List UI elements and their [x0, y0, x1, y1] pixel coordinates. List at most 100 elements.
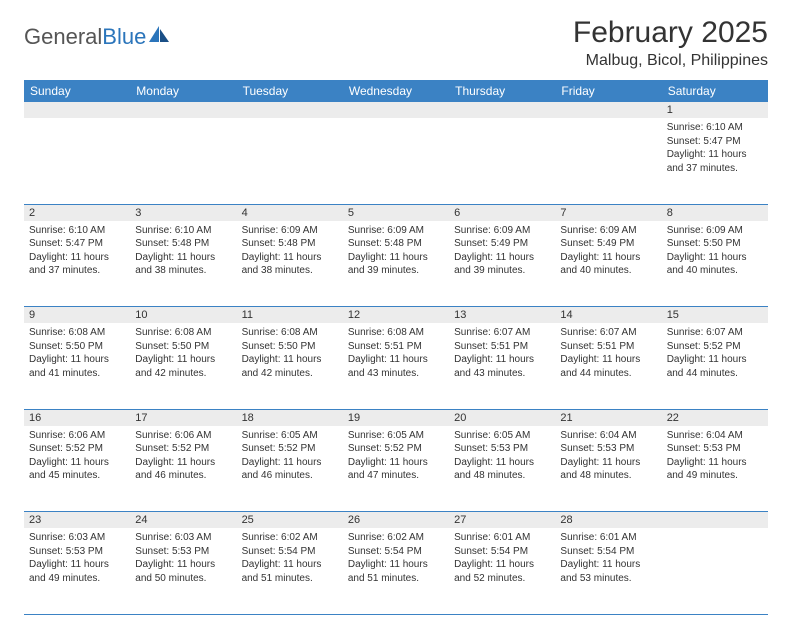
day-sunrise-text: Sunrise: 6:06 AM [29, 429, 125, 443]
day-cell: Sunrise: 6:09 AMSunset: 5:48 PMDaylight:… [343, 221, 449, 307]
day-number-row: 2345678 [24, 204, 768, 221]
day-cell: Sunrise: 6:09 AMSunset: 5:48 PMDaylight:… [237, 221, 343, 307]
day-number-cell [130, 102, 236, 118]
day-day1-text: Daylight: 11 hours [667, 251, 763, 265]
day-content-row: Sunrise: 6:06 AMSunset: 5:52 PMDaylight:… [24, 426, 768, 512]
day-day2-text: and 39 minutes. [348, 264, 444, 278]
day-cell: Sunrise: 6:10 AMSunset: 5:47 PMDaylight:… [24, 221, 130, 307]
day-sunrise-text: Sunrise: 6:08 AM [348, 326, 444, 340]
day-sunrise-text: Sunrise: 6:09 AM [348, 224, 444, 238]
day-sunrise-text: Sunrise: 6:02 AM [348, 531, 444, 545]
day-cell: Sunrise: 6:09 AMSunset: 5:50 PMDaylight:… [662, 221, 768, 307]
day-sunset-text: Sunset: 5:47 PM [667, 135, 763, 149]
day-number-cell: 26 [343, 512, 449, 529]
day-cell: Sunrise: 6:09 AMSunset: 5:49 PMDaylight:… [449, 221, 555, 307]
day-sunset-text: Sunset: 5:52 PM [667, 340, 763, 354]
day-number-cell: 6 [449, 204, 555, 221]
day-day2-text: and 42 minutes. [242, 367, 338, 381]
day-number-cell: 4 [237, 204, 343, 221]
day-header: Friday [555, 80, 661, 102]
day-cell: Sunrise: 6:08 AMSunset: 5:51 PMDaylight:… [343, 323, 449, 409]
day-number-cell: 1 [662, 102, 768, 118]
day-sunset-text: Sunset: 5:52 PM [135, 442, 231, 456]
day-sunset-text: Sunset: 5:53 PM [667, 442, 763, 456]
day-number-cell: 13 [449, 307, 555, 324]
day-day2-text: and 46 minutes. [242, 469, 338, 483]
day-number-cell: 22 [662, 409, 768, 426]
day-sunrise-text: Sunrise: 6:01 AM [560, 531, 656, 545]
day-day1-text: Daylight: 11 hours [348, 456, 444, 470]
day-day2-text: and 45 minutes. [29, 469, 125, 483]
day-day2-text: and 40 minutes. [560, 264, 656, 278]
day-header: Saturday [662, 80, 768, 102]
day-day2-text: and 41 minutes. [29, 367, 125, 381]
day-cell: Sunrise: 6:02 AMSunset: 5:54 PMDaylight:… [343, 528, 449, 614]
day-number-cell [343, 102, 449, 118]
day-content-row: Sunrise: 6:10 AMSunset: 5:47 PMDaylight:… [24, 118, 768, 204]
day-content-row: Sunrise: 6:08 AMSunset: 5:50 PMDaylight:… [24, 323, 768, 409]
day-sunrise-text: Sunrise: 6:07 AM [560, 326, 656, 340]
day-number-cell [449, 102, 555, 118]
day-cell: Sunrise: 6:10 AMSunset: 5:48 PMDaylight:… [130, 221, 236, 307]
day-sunrise-text: Sunrise: 6:08 AM [29, 326, 125, 340]
day-number-cell: 2 [24, 204, 130, 221]
day-day2-text: and 48 minutes. [454, 469, 550, 483]
day-number-cell: 23 [24, 512, 130, 529]
day-sunset-text: Sunset: 5:52 PM [348, 442, 444, 456]
day-day1-text: Daylight: 11 hours [29, 353, 125, 367]
day-day2-text: and 49 minutes. [29, 572, 125, 586]
day-day1-text: Daylight: 11 hours [29, 456, 125, 470]
day-sunset-text: Sunset: 5:53 PM [29, 545, 125, 559]
day-day1-text: Daylight: 11 hours [135, 456, 231, 470]
logo: GeneralBlue [24, 24, 171, 50]
day-cell: Sunrise: 6:04 AMSunset: 5:53 PMDaylight:… [662, 426, 768, 512]
day-sunset-text: Sunset: 5:51 PM [560, 340, 656, 354]
day-sunset-text: Sunset: 5:50 PM [242, 340, 338, 354]
day-cell: Sunrise: 6:01 AMSunset: 5:54 PMDaylight:… [555, 528, 661, 614]
day-sunset-text: Sunset: 5:54 PM [242, 545, 338, 559]
day-cell [130, 118, 236, 204]
day-sunrise-text: Sunrise: 6:05 AM [454, 429, 550, 443]
day-sunrise-text: Sunrise: 6:09 AM [454, 224, 550, 238]
day-cell [343, 118, 449, 204]
day-sunrise-text: Sunrise: 6:08 AM [135, 326, 231, 340]
day-sunset-text: Sunset: 5:50 PM [29, 340, 125, 354]
day-sunset-text: Sunset: 5:52 PM [242, 442, 338, 456]
day-day1-text: Daylight: 11 hours [242, 353, 338, 367]
day-cell: Sunrise: 6:09 AMSunset: 5:49 PMDaylight:… [555, 221, 661, 307]
title-block: February 2025 Malbug, Bicol, Philippines [573, 16, 768, 70]
day-sunset-text: Sunset: 5:51 PM [454, 340, 550, 354]
day-day2-text: and 46 minutes. [135, 469, 231, 483]
day-cell: Sunrise: 6:07 AMSunset: 5:52 PMDaylight:… [662, 323, 768, 409]
day-number-cell: 15 [662, 307, 768, 324]
day-cell: Sunrise: 6:01 AMSunset: 5:54 PMDaylight:… [449, 528, 555, 614]
day-sunrise-text: Sunrise: 6:06 AM [135, 429, 231, 443]
day-cell: Sunrise: 6:03 AMSunset: 5:53 PMDaylight:… [130, 528, 236, 614]
day-day1-text: Daylight: 11 hours [242, 558, 338, 572]
day-cell: Sunrise: 6:04 AMSunset: 5:53 PMDaylight:… [555, 426, 661, 512]
logo-text-general: General [24, 24, 102, 50]
day-day2-text: and 37 minutes. [29, 264, 125, 278]
day-day1-text: Daylight: 11 hours [454, 456, 550, 470]
day-day2-text: and 39 minutes. [454, 264, 550, 278]
day-day2-text: and 44 minutes. [560, 367, 656, 381]
day-number-cell: 12 [343, 307, 449, 324]
day-number-cell: 18 [237, 409, 343, 426]
day-cell: Sunrise: 6:05 AMSunset: 5:52 PMDaylight:… [237, 426, 343, 512]
day-number-row: 9101112131415 [24, 307, 768, 324]
day-number-cell [237, 102, 343, 118]
day-sunrise-text: Sunrise: 6:04 AM [667, 429, 763, 443]
day-cell: Sunrise: 6:10 AMSunset: 5:47 PMDaylight:… [662, 118, 768, 204]
day-cell: Sunrise: 6:06 AMSunset: 5:52 PMDaylight:… [24, 426, 130, 512]
day-number-cell: 21 [555, 409, 661, 426]
day-sunrise-text: Sunrise: 6:07 AM [454, 326, 550, 340]
day-day2-text: and 43 minutes. [454, 367, 550, 381]
day-cell: Sunrise: 6:06 AMSunset: 5:52 PMDaylight:… [130, 426, 236, 512]
day-day2-text: and 37 minutes. [667, 162, 763, 176]
day-header: Tuesday [237, 80, 343, 102]
day-sunset-text: Sunset: 5:53 PM [560, 442, 656, 456]
day-sunrise-text: Sunrise: 6:10 AM [29, 224, 125, 238]
day-sunrise-text: Sunrise: 6:03 AM [29, 531, 125, 545]
day-day1-text: Daylight: 11 hours [454, 353, 550, 367]
day-sunrise-text: Sunrise: 6:10 AM [667, 121, 763, 135]
